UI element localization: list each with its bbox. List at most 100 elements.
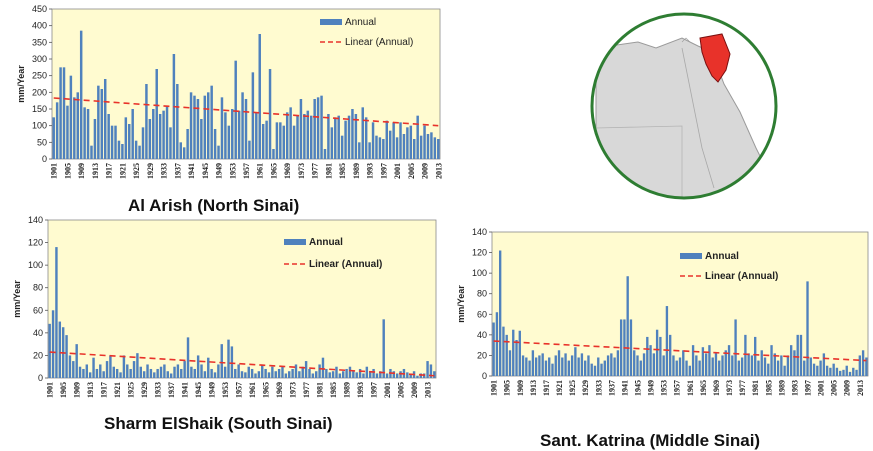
- bar: [718, 360, 721, 376]
- bar: [835, 367, 839, 376]
- bar: [364, 117, 368, 159]
- bar: [134, 140, 138, 159]
- y-tick-label: 300: [32, 54, 47, 64]
- bar: [258, 34, 261, 159]
- bar: [633, 350, 636, 376]
- bar: [227, 125, 231, 159]
- bar: [372, 368, 375, 378]
- bar: [129, 368, 132, 378]
- bar: [51, 310, 55, 378]
- legend-swatch-annual: [680, 253, 702, 259]
- bar: [371, 122, 375, 159]
- bar: [724, 350, 727, 376]
- x-tick-label: 1937: [607, 380, 616, 396]
- bar: [156, 368, 159, 378]
- bar: [79, 30, 83, 159]
- bar: [714, 353, 718, 376]
- bar: [112, 366, 116, 378]
- x-tick-label: 1925: [568, 380, 577, 396]
- bar: [327, 114, 330, 159]
- bar: [770, 345, 773, 376]
- x-tick-label: 2013: [856, 380, 865, 396]
- x-tick-label: 1909: [516, 380, 525, 396]
- bar: [845, 365, 848, 376]
- bar: [437, 139, 440, 159]
- bar: [619, 319, 623, 376]
- bar: [365, 366, 369, 378]
- bar: [83, 107, 86, 159]
- bar: [298, 371, 301, 378]
- bar: [72, 361, 75, 378]
- bar: [570, 355, 574, 376]
- bar: [691, 345, 695, 376]
- x-tick-label: 2005: [407, 163, 416, 179]
- bar: [207, 357, 210, 378]
- x-tick-label: 2013: [424, 382, 433, 398]
- bar: [701, 347, 705, 376]
- bar: [342, 371, 345, 378]
- bar: [323, 149, 327, 159]
- bar: [502, 326, 505, 376]
- bar: [512, 329, 515, 376]
- bar: [206, 92, 210, 159]
- bar: [200, 119, 203, 159]
- bar: [254, 373, 257, 378]
- bar: [567, 360, 571, 376]
- x-tick-label: 1993: [366, 163, 375, 179]
- bar: [783, 365, 786, 376]
- bar: [311, 373, 315, 378]
- x-tick-label: 1985: [329, 382, 338, 398]
- x-tick-label: 1937: [173, 163, 182, 179]
- x-tick-label: 1941: [181, 382, 190, 398]
- bar: [180, 368, 183, 378]
- bar: [842, 369, 845, 376]
- bar: [69, 75, 73, 159]
- bar: [409, 373, 412, 378]
- bar: [115, 368, 119, 378]
- bar: [66, 105, 69, 159]
- bar: [557, 350, 561, 376]
- bar: [796, 334, 799, 376]
- bar: [247, 366, 250, 378]
- x-tick-label: 1905: [63, 163, 72, 179]
- x-tick-label: 2005: [397, 382, 406, 398]
- bar: [358, 368, 362, 378]
- bar: [136, 353, 139, 378]
- bar: [313, 99, 316, 159]
- bar: [518, 330, 521, 376]
- bar: [773, 353, 776, 376]
- bar: [308, 368, 311, 378]
- bar: [234, 368, 237, 378]
- bar: [858, 355, 862, 376]
- bar: [337, 115, 340, 159]
- x-tick-label: 1961: [248, 382, 257, 398]
- x-tick-label: 1941: [187, 163, 196, 179]
- bar: [754, 336, 757, 376]
- x-tick-label: 1945: [201, 163, 210, 179]
- bar: [182, 147, 186, 159]
- bar: [193, 95, 196, 159]
- bar: [277, 368, 281, 378]
- x-tick-label: 1985: [338, 163, 347, 179]
- bar: [385, 120, 389, 159]
- bar: [416, 115, 419, 159]
- bar: [284, 373, 288, 378]
- x-tick-label: 2013: [434, 163, 443, 179]
- bar: [682, 350, 685, 376]
- bar: [251, 72, 255, 159]
- bar: [809, 357, 812, 376]
- bar: [117, 140, 121, 159]
- bar: [265, 120, 268, 159]
- bar: [345, 368, 348, 378]
- bar: [303, 114, 306, 159]
- bar: [642, 353, 646, 376]
- bar: [665, 306, 669, 376]
- plot-area: [47, 219, 437, 379]
- bar: [708, 345, 711, 376]
- bar: [128, 124, 131, 159]
- bar: [132, 361, 136, 378]
- bar: [419, 373, 423, 378]
- x-tick-label: 1933: [154, 382, 163, 398]
- x-tick-label: 1929: [146, 163, 155, 179]
- bar: [786, 355, 790, 376]
